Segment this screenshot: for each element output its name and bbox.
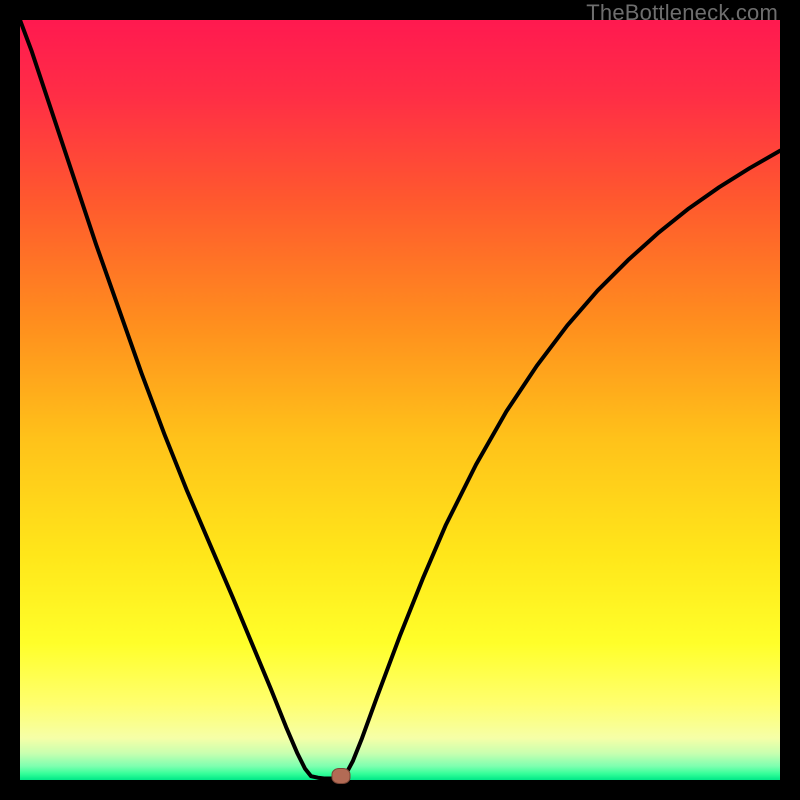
chart-stage: TheBottleneck.com: [0, 0, 800, 800]
watermark-text: TheBottleneck.com: [586, 0, 778, 26]
plot-area: [20, 20, 780, 780]
bottleneck-curve: [20, 20, 780, 778]
minimum-marker: [332, 768, 351, 784]
curve-layer: [20, 20, 780, 780]
